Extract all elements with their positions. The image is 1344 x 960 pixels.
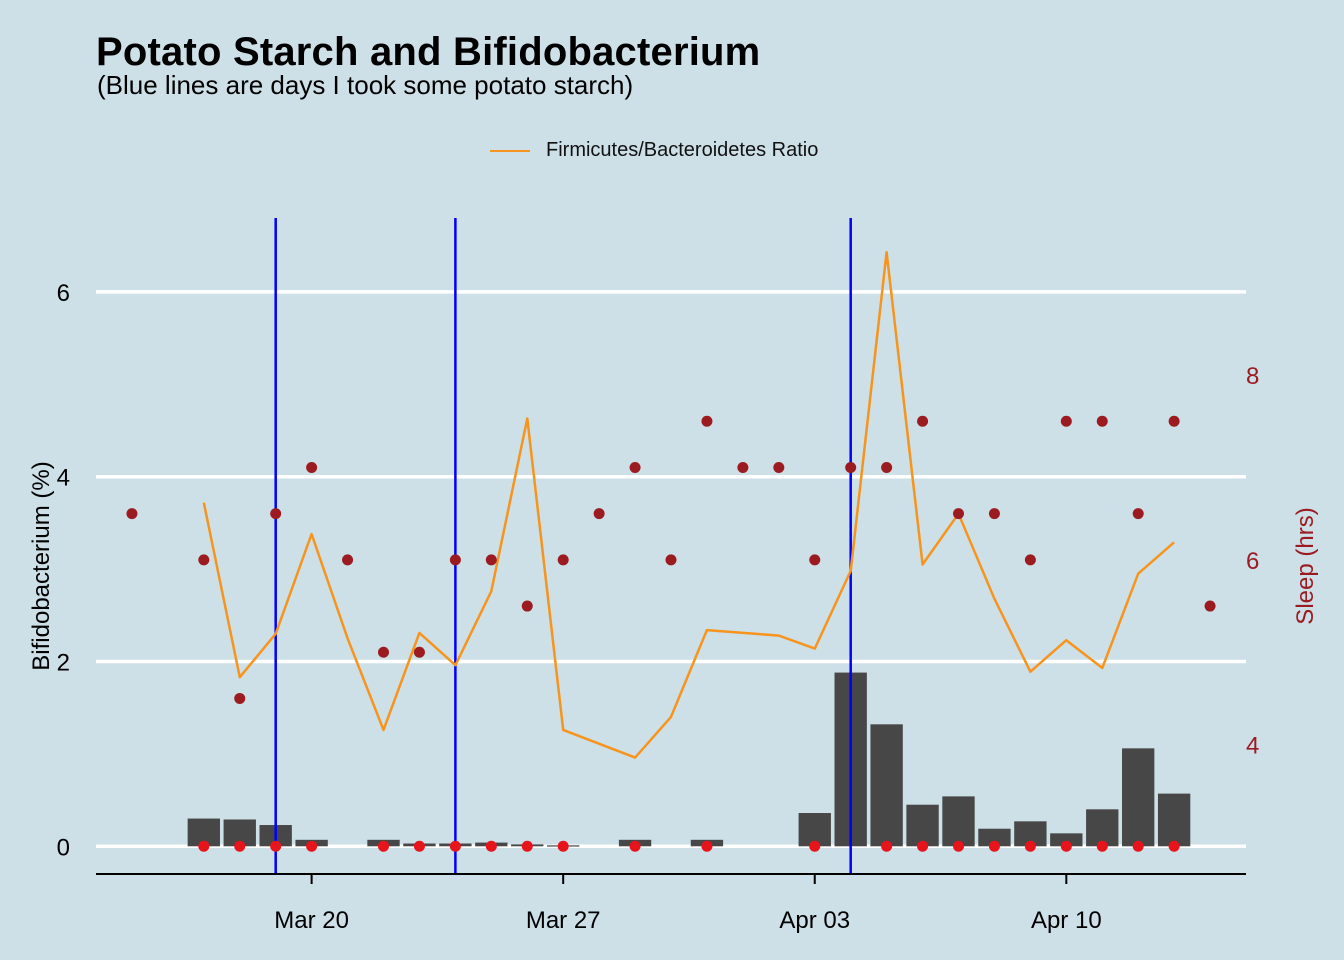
sleep-point-2016-03-30 — [665, 554, 677, 566]
baseline-marker-2016-03-25 — [485, 840, 497, 852]
sleep-point-2016-04-08 — [988, 508, 1000, 520]
sleep-point-2016-03-23 — [413, 646, 425, 658]
bar-2016-04-13 — [1157, 793, 1191, 847]
sleep-point-2016-04-13 — [1168, 415, 1180, 427]
baseline-marker-2016-04-05 — [881, 840, 893, 852]
sleep-point-2016-04-05 — [881, 461, 893, 473]
x-tick-label: Mar 27 — [526, 907, 601, 934]
sleep-point-2016-03-20 — [306, 461, 318, 473]
sleep-point-2016-03-26 — [521, 600, 533, 612]
legend-line-swatch — [490, 149, 530, 152]
ratio-line-series — [202, 250, 1175, 759]
bar-2016-04-06 — [906, 804, 939, 847]
baseline-marker-2016-03-31 — [701, 840, 713, 852]
y-tick-label: 0 — [57, 834, 70, 861]
chart-subtitle: (Blue lines are days I took some potato … — [97, 70, 634, 100]
baseline-marker-2016-04-13 — [1168, 840, 1180, 852]
sleep-point-2016-03-18 — [234, 692, 246, 704]
baseline-marker-2016-03-17 — [198, 840, 210, 852]
legend: Firmicutes/Bacteroidetes Ratio — [490, 139, 818, 162]
sleep-point-2016-04-12 — [1132, 508, 1144, 520]
baseline-markers — [198, 840, 1180, 852]
y-right-tick-label: 4 — [1246, 733, 1259, 760]
y-axis-right-title: Sleep (hrs) — [1292, 507, 1319, 624]
axes: 0 2 4 6 4 6 8 Mar 20 Mar 27 Apr 03 Apr 10 — [57, 280, 1260, 934]
baseline-marker-2016-04-11 — [1096, 840, 1108, 852]
bar-2016-04-11 — [1086, 809, 1119, 847]
baseline-marker-2016-03-18 — [234, 840, 246, 852]
baseline-marker-2016-03-27 — [557, 840, 569, 852]
chart-title: Potato Starch and Bifidobacterium — [96, 30, 761, 74]
baseline-marker-2016-03-20 — [306, 840, 318, 852]
sleep-point-2016-04-11 — [1096, 415, 1108, 427]
y-tick-label: 4 — [57, 465, 70, 492]
baseline-marker-2016-03-29 — [629, 840, 641, 852]
baseline-marker-2016-03-26 — [521, 840, 533, 852]
baseline-marker-2016-04-07 — [953, 840, 964, 852]
sleep-point-2016-04-07 — [953, 508, 964, 520]
baseline-marker-2016-03-23 — [413, 840, 425, 852]
sleep-point-2016-03-15 — [126, 508, 138, 520]
sleep-point-2016-04-02 — [773, 461, 785, 473]
baseline-marker-2016-04-03 — [809, 840, 821, 852]
sleep-point-2016-04-04 — [845, 461, 857, 473]
sleep-point-2016-03-31 — [701, 415, 713, 427]
baseline-marker-2016-04-06 — [917, 840, 929, 852]
sleep-point-2016-04-10 — [1060, 415, 1072, 427]
sleep-point-2016-04-14 — [1204, 600, 1216, 612]
bifidobacterium-bars — [187, 672, 1191, 847]
gridlines — [96, 290, 1246, 849]
y-tick-label: 2 — [57, 649, 70, 676]
bar-2016-04-08 — [978, 828, 1011, 847]
bar-2016-04-03 — [798, 813, 831, 847]
sleep-point-2016-03-22 — [378, 646, 389, 658]
x-tick-label: Apr 03 — [779, 907, 850, 934]
y-tick-label: 6 — [57, 280, 70, 307]
starch-day-lines — [274, 218, 852, 874]
sleep-points — [126, 415, 1216, 704]
y-right-tick-label: 6 — [1246, 548, 1259, 575]
bar-2016-04-07 — [942, 796, 975, 847]
x-tick-label: Mar 20 — [274, 907, 349, 934]
sleep-point-2016-03-28 — [593, 508, 605, 520]
baseline-marker-2016-04-09 — [1024, 840, 1036, 852]
sleep-point-2016-03-25 — [485, 554, 497, 566]
sleep-point-2016-04-06 — [917, 415, 929, 427]
y-right-tick-label: 8 — [1246, 363, 1259, 390]
bar-2016-04-05 — [870, 724, 903, 847]
sleep-point-2016-04-01 — [737, 461, 749, 473]
baseline-marker-2016-04-08 — [988, 840, 1000, 852]
baseline-marker-2016-04-10 — [1060, 840, 1072, 852]
sleep-point-2016-04-03 — [809, 554, 821, 566]
sleep-point-2016-03-19 — [270, 508, 282, 520]
sleep-point-2016-03-29 — [629, 461, 641, 473]
sleep-point-2016-03-21 — [342, 554, 354, 566]
x-tick-label: Apr 10 — [1031, 907, 1102, 934]
ratio-line — [202, 250, 1175, 759]
baseline-marker-2016-04-12 — [1132, 840, 1144, 852]
legend-label-ratio: Firmicutes/Bacteroidetes Ratio — [546, 139, 819, 161]
baseline-marker-2016-03-19 — [270, 840, 282, 852]
bar-2016-04-12 — [1122, 748, 1155, 847]
bar-2016-04-10 — [1050, 833, 1083, 847]
baseline-marker-2016-03-22 — [378, 840, 389, 852]
baseline-marker-2016-03-24 — [449, 840, 461, 852]
sleep-point-2016-03-24 — [449, 554, 461, 566]
sleep-point-2016-03-27 — [557, 554, 569, 566]
sleep-point-2016-04-09 — [1024, 554, 1036, 566]
y-axis-title: Bifidobacterium (%) — [28, 461, 55, 670]
sleep-point-2016-03-17 — [198, 554, 210, 566]
